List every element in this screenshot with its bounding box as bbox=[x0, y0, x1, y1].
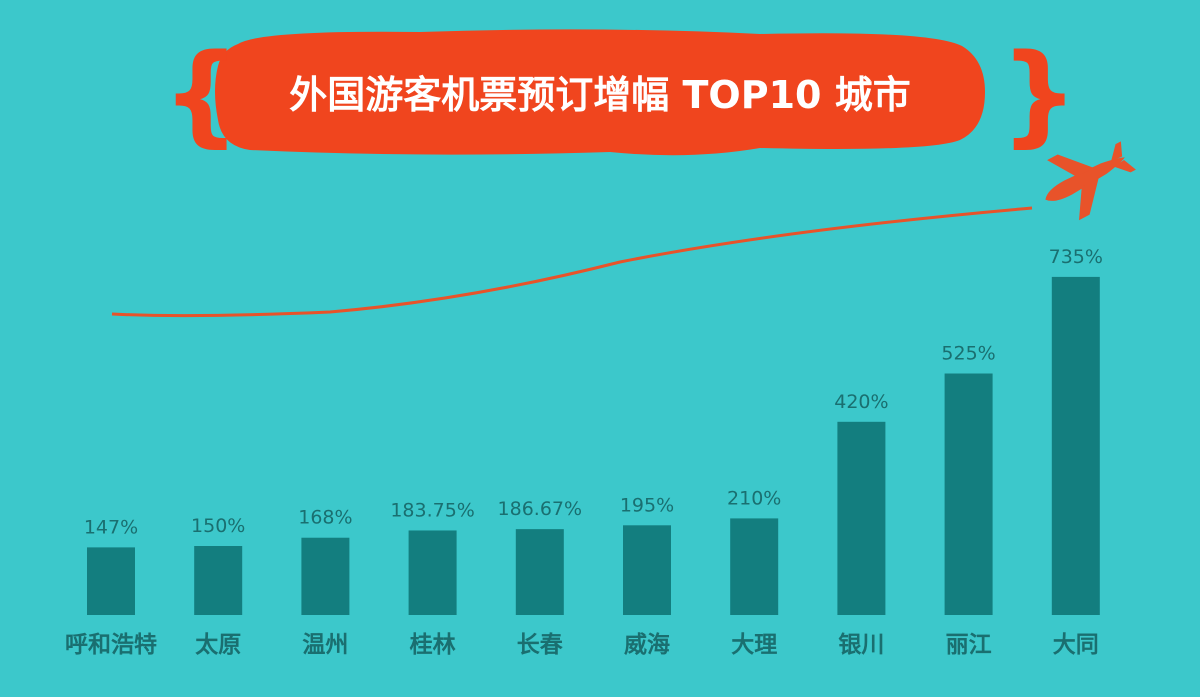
bar-4 bbox=[408, 530, 457, 615]
title-banner-shape bbox=[215, 29, 985, 156]
value-label-8: 420% bbox=[834, 391, 888, 413]
value-label-4: 183.75% bbox=[390, 499, 475, 521]
category-label-6: 威海 bbox=[624, 631, 670, 658]
flight-path bbox=[111, 206, 1033, 318]
bar-2 bbox=[194, 546, 243, 615]
bar-5 bbox=[515, 529, 564, 615]
bar-6 bbox=[623, 525, 671, 615]
bars-layer: 147% 呼和浩特 150% 太原 168% 温州 183.75% 桂林 186.67% 长春 19… bbox=[65, 246, 1103, 658]
chart-title: 外国游客机票预订增幅 TOP10 城市 bbox=[289, 73, 910, 117]
value-label-3: 168% bbox=[298, 507, 352, 529]
value-label-7: 210% bbox=[727, 487, 781, 509]
category-label-7: 大理 bbox=[731, 632, 777, 658]
bar-3 bbox=[301, 537, 350, 615]
value-label-9: 525% bbox=[941, 343, 995, 365]
bar-7 bbox=[730, 518, 779, 615]
right-bracket: } bbox=[1000, 30, 1078, 158]
bar-9 bbox=[944, 373, 993, 615]
value-label-5: 186.67% bbox=[498, 498, 583, 520]
airplane-icon bbox=[1045, 141, 1136, 221]
title-banner: { } 外国游客机票预订增幅 TOP10 城市 bbox=[162, 29, 1078, 158]
category-label-9: 丽江 bbox=[946, 632, 992, 658]
value-label-1: 147% bbox=[84, 516, 138, 538]
bar-1 bbox=[87, 547, 135, 615]
category-label-5: 长春 bbox=[517, 632, 564, 658]
left-bracket: { bbox=[162, 30, 240, 158]
value-label-2: 150% bbox=[191, 515, 245, 537]
value-label-6: 195% bbox=[620, 494, 674, 516]
category-label-2: 太原 bbox=[195, 632, 241, 658]
category-label-4: 桂林 bbox=[410, 631, 456, 658]
bar-10 bbox=[1051, 276, 1100, 615]
bar-8 bbox=[837, 421, 886, 615]
value-label-10: 735% bbox=[1049, 246, 1103, 268]
category-label-8: 银川 bbox=[838, 631, 884, 658]
category-label-3: 温州 bbox=[302, 632, 348, 658]
category-label-1: 呼和浩特 bbox=[65, 632, 157, 658]
category-label-10: 大同 bbox=[1053, 632, 1099, 658]
